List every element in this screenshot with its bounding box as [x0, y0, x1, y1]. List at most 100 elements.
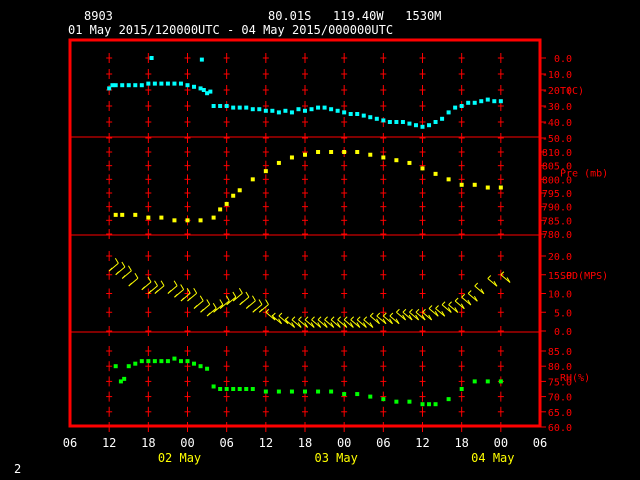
data-point: [394, 158, 399, 163]
data-point: [198, 364, 203, 369]
data-point: [211, 384, 216, 389]
data-point: [244, 105, 249, 110]
wind-barb-shaft: [363, 319, 374, 328]
wind-barb-head: [317, 316, 322, 321]
wind-barb-head: [350, 316, 355, 321]
data-point: [152, 359, 157, 364]
data-point: [485, 379, 490, 384]
data-point: [387, 120, 392, 124]
wind-barb-head: [330, 316, 335, 321]
x-tick-label: 00: [180, 436, 194, 450]
data-point: [205, 91, 210, 96]
wind-barb-shaft: [317, 319, 328, 328]
wind-barb-head: [409, 308, 413, 313]
wind-barb-flag: [460, 303, 465, 309]
data-point: [139, 83, 144, 88]
data-point: [208, 89, 213, 94]
wind-barb-shaft: [441, 304, 452, 313]
wind-barb-flag: [160, 280, 165, 287]
wind-barb-flag: [225, 295, 230, 302]
data-point: [407, 160, 412, 165]
data-point: [498, 99, 503, 104]
data-point: [355, 150, 360, 154]
data-point: [303, 152, 307, 157]
wind-barb-flag: [343, 322, 348, 328]
wind-barb-head: [167, 290, 172, 294]
data-point: [231, 105, 236, 110]
wind-barb-flag: [389, 318, 393, 324]
wind-barb-flag: [428, 314, 433, 321]
wind-barb-head: [304, 316, 309, 321]
wind-barb-shaft: [272, 315, 282, 325]
x-tick-label: 06: [533, 436, 547, 450]
wind-barb-head: [428, 305, 433, 309]
wind-barb-shaft: [396, 311, 406, 321]
period-range: 01 May 2015/120000UTC - 04 May 2015/0000…: [68, 23, 394, 37]
data-point: [110, 83, 115, 88]
x-tick-label: 00: [494, 436, 508, 450]
wind-barb-shaft: [467, 293, 478, 302]
wind-barb-flag: [473, 295, 478, 302]
wind-barb-shaft: [324, 319, 335, 328]
wind-barb-flag: [382, 318, 387, 324]
y-tick-label: 70.0: [548, 393, 572, 404]
data-point: [303, 108, 307, 113]
data-point: [270, 108, 275, 113]
wind-barb-shaft: [330, 319, 341, 328]
data-point: [440, 116, 445, 121]
wind-barb-flag: [310, 322, 315, 328]
data-point: [118, 379, 123, 384]
panel-label: Pre (mb): [560, 169, 608, 180]
wind-barb-head: [232, 297, 237, 302]
wind-barb-shaft: [409, 311, 419, 321]
wind-barb-flag: [173, 280, 178, 287]
y-tick-label: 790.0: [542, 203, 572, 214]
data-point: [329, 150, 334, 154]
data-point: [185, 83, 190, 88]
data-point: [224, 104, 229, 108]
wind-barb-flag: [362, 322, 367, 328]
wind-barb-head: [115, 271, 120, 276]
wind-barb-shaft: [337, 319, 348, 328]
y-tick-label: 10.0: [548, 290, 572, 301]
data-point: [407, 399, 412, 404]
data-point: [427, 402, 432, 407]
wind-barb-flag: [447, 307, 452, 313]
wind-barb-flag: [369, 322, 374, 328]
wind-barb-flag: [493, 280, 498, 287]
wind-barb-head: [311, 316, 315, 321]
data-point: [185, 218, 190, 223]
data-point: [178, 81, 183, 86]
wind-barb-shaft: [356, 319, 367, 328]
data-point: [133, 212, 138, 217]
wind-barb-head: [193, 305, 198, 309]
wind-barb-flag: [127, 265, 132, 272]
wind-barb-flag: [258, 299, 263, 305]
wind-barb-head: [337, 316, 341, 321]
data-point: [283, 108, 288, 113]
y-tick-label: 65.0: [548, 408, 572, 419]
wind-barb-shaft: [461, 296, 472, 306]
y-tick-label: -40.0: [542, 118, 572, 129]
data-point: [492, 99, 497, 104]
data-point: [133, 83, 138, 88]
y-tick-label: 810.0: [542, 148, 572, 159]
wind-barb-head: [174, 293, 178, 298]
data-point: [237, 188, 242, 193]
wind-barb-shaft: [304, 319, 315, 328]
wind-barb-head: [121, 275, 126, 279]
y-tick-label: 800.0: [542, 175, 572, 186]
x-tick-label: 18: [141, 436, 155, 450]
data-point: [263, 169, 268, 174]
wind-barb-flag: [206, 299, 211, 305]
data-point: [446, 397, 451, 402]
wind-barb-head: [396, 308, 400, 313]
y-tick-label: 795.0: [542, 189, 572, 200]
data-point: [472, 379, 477, 384]
page-number: 2: [14, 462, 22, 476]
wind-barb-flag: [121, 261, 126, 268]
wind-barb-head: [187, 297, 191, 302]
data-point: [237, 387, 242, 391]
wind-barb-head: [226, 301, 231, 306]
